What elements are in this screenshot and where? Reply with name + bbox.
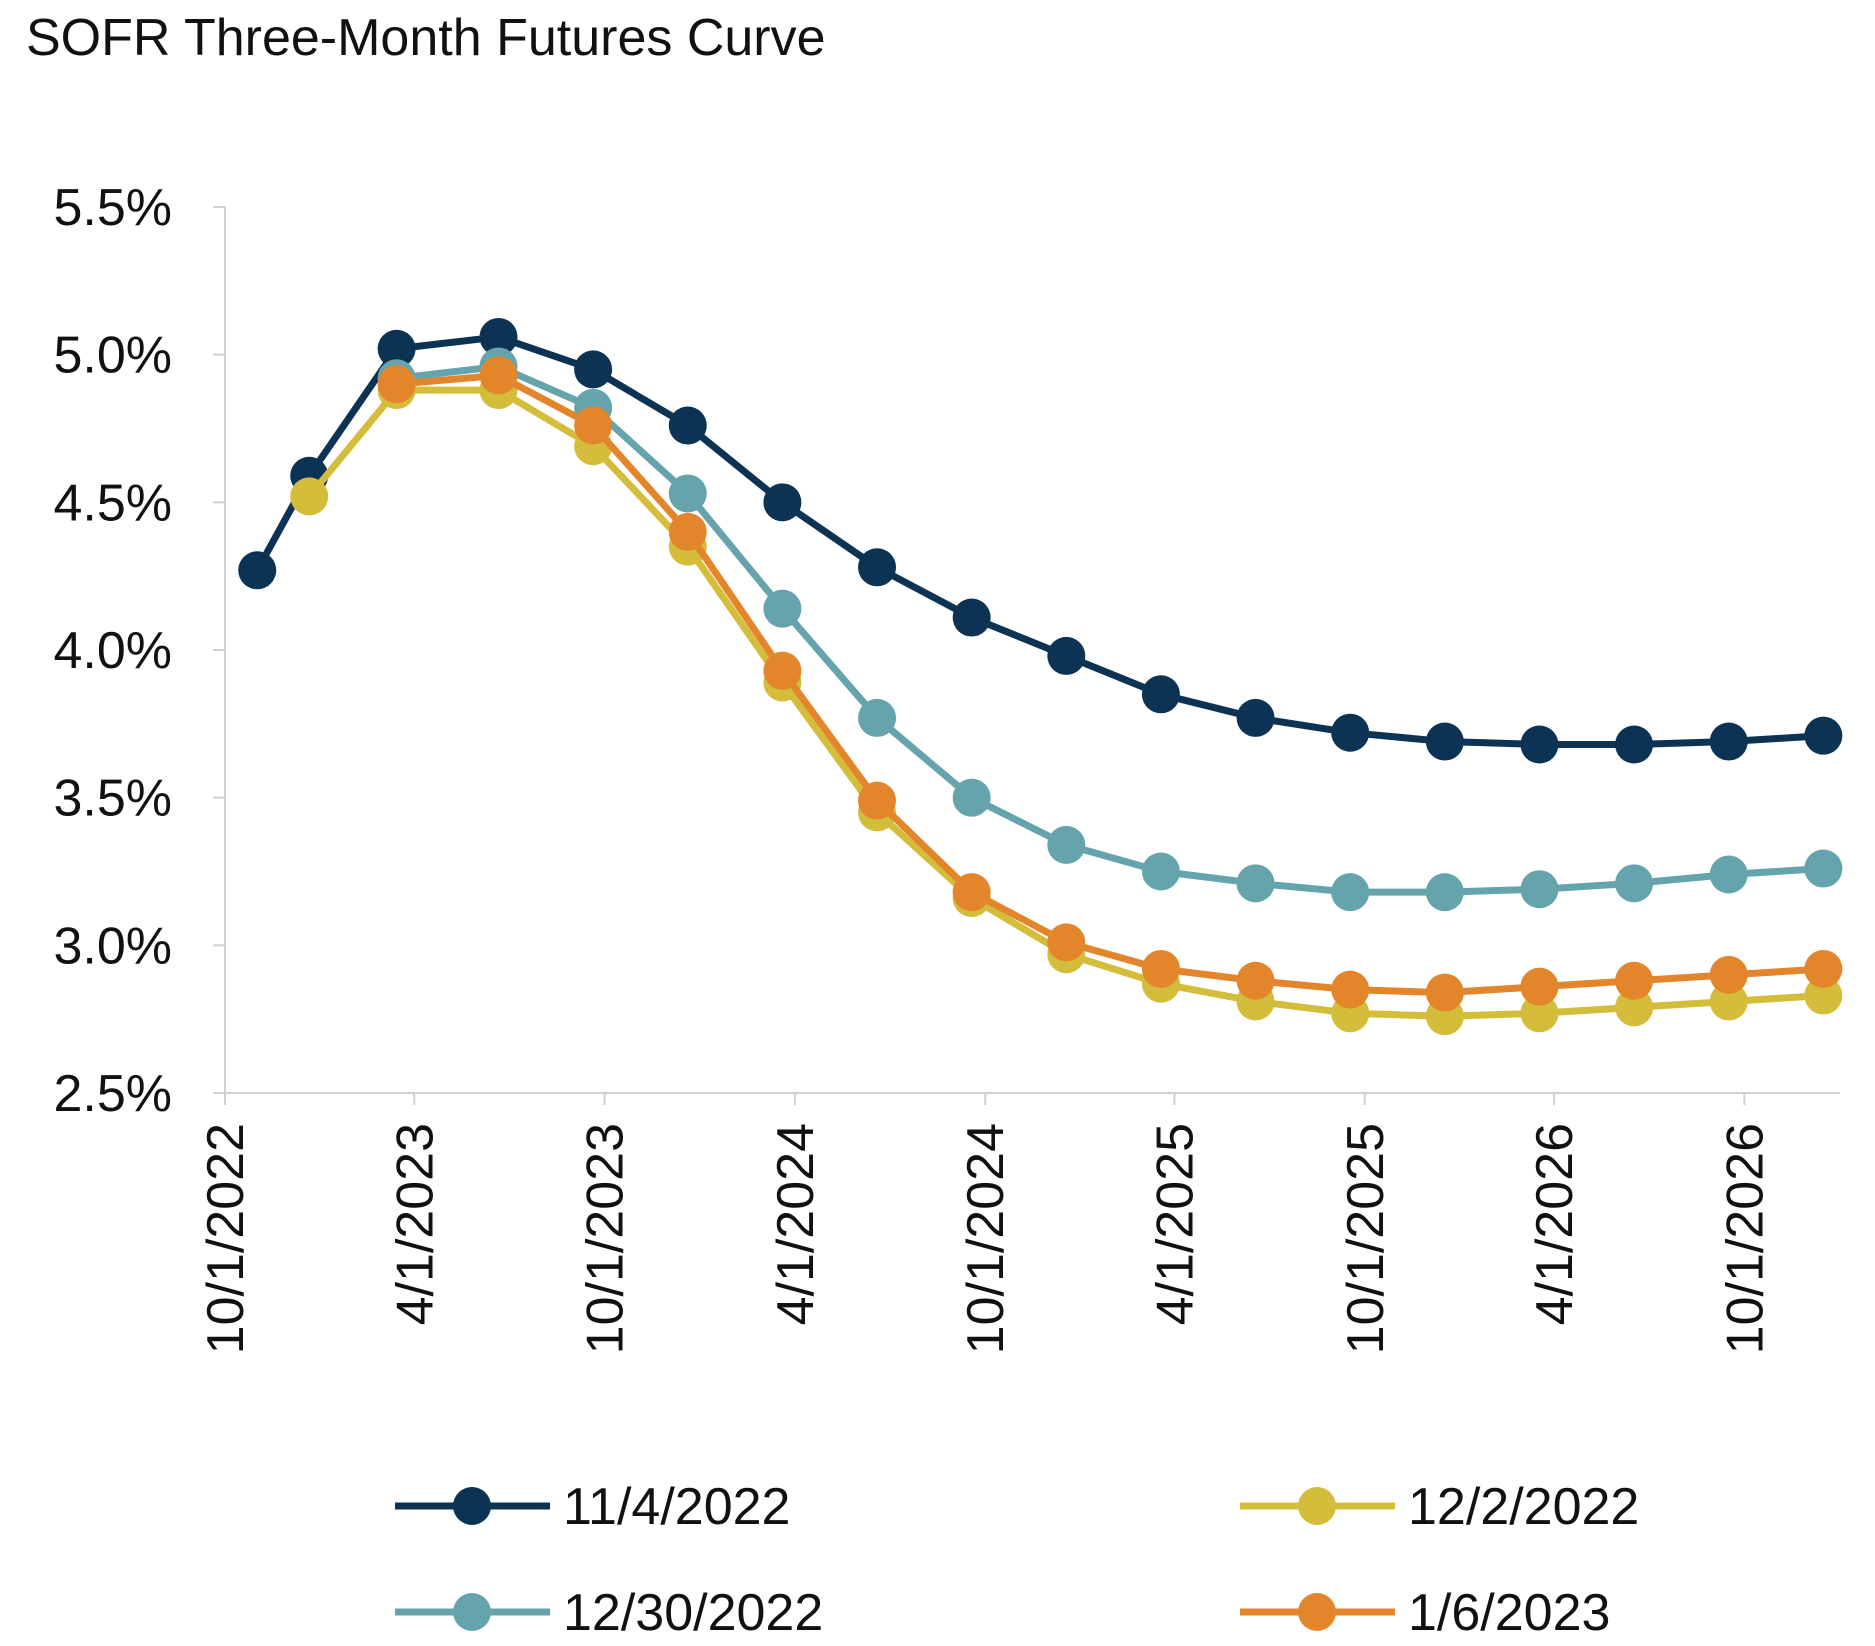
data-point (479, 356, 518, 395)
legend-label: 11/4/2022 (563, 1478, 790, 1536)
x-axis-ticks: 10/1/2022 4/1/2023 10/1/2023 4/1/2024 10/1/2… (197, 1093, 1774, 1354)
x-tick-label: 10/1/2023 (577, 1123, 635, 1354)
data-point (858, 548, 897, 587)
data-point (1331, 713, 1370, 752)
series-line (396, 362, 1824, 896)
x-tick-label: 10/1/2024 (957, 1123, 1015, 1354)
legend-swatch-marker (1298, 1593, 1336, 1631)
data-point (1804, 849, 1843, 888)
y-tick-label: 3.5% (53, 770, 172, 828)
data-point (574, 406, 613, 445)
data-point (1709, 982, 1748, 1021)
y-axis-ticks: 2.5% 3.0% 3.5% 4.0% 4.5% 5.0% 5.5% (53, 179, 225, 1123)
data-point (1709, 855, 1748, 894)
data-point (1615, 725, 1654, 764)
y-tick-label: 5.5% (53, 179, 172, 237)
series-layer (238, 317, 1843, 1036)
y-tick-label: 4.5% (53, 474, 172, 532)
data-point (1141, 852, 1180, 891)
data-point (1520, 870, 1559, 909)
series-4 (377, 356, 1843, 1012)
data-point (1615, 864, 1654, 903)
data-point (479, 317, 518, 356)
data-point (290, 477, 329, 516)
data-point (574, 350, 613, 389)
data-point (763, 589, 802, 628)
chart-legend: 11/4/2022 12/2/2022 12/30/2022 1/6/2023 (395, 1478, 1639, 1642)
x-tick-label: 10/1/2026 (1716, 1123, 1774, 1354)
data-point (668, 474, 707, 513)
data-point (858, 698, 897, 737)
data-point (377, 329, 416, 368)
data-point (668, 406, 707, 445)
series-line (306, 386, 1824, 1020)
data-point (1709, 955, 1748, 994)
data-point (763, 651, 802, 690)
chart-title: SOFR Three-Month Futures Curve (26, 9, 826, 67)
data-point (668, 512, 707, 551)
x-tick-label: 4/1/2025 (1146, 1123, 1204, 1325)
data-point (1047, 825, 1086, 864)
data-point (377, 365, 416, 404)
data-point (1236, 698, 1275, 737)
data-point (1615, 988, 1654, 1027)
data-point (1331, 873, 1370, 912)
data-point (952, 873, 991, 912)
data-point (1425, 973, 1464, 1012)
series-line (396, 371, 1824, 997)
legend-swatch-marker (1298, 1487, 1336, 1525)
data-point (858, 781, 897, 820)
data-point (1804, 976, 1843, 1015)
legend-item: 1/6/2023 (1240, 1584, 1610, 1642)
legend-label: 1/6/2023 (1408, 1584, 1610, 1642)
data-point (1236, 961, 1275, 1000)
y-tick-label: 4.0% (53, 622, 172, 680)
data-point (1709, 722, 1748, 761)
data-point (1141, 675, 1180, 714)
data-point (1520, 725, 1559, 764)
data-point (952, 598, 991, 637)
data-point (1047, 636, 1086, 675)
y-tick-label: 5.0% (53, 327, 172, 385)
legend-label: 12/2/2022 (1408, 1478, 1639, 1536)
legend-item: 11/4/2022 (395, 1478, 790, 1536)
data-point (1331, 970, 1370, 1009)
data-point (763, 483, 802, 522)
data-point (1804, 949, 1843, 988)
legend-swatch-marker (453, 1487, 491, 1525)
x-tick-label: 4/1/2026 (1526, 1123, 1584, 1325)
x-tick-label: 10/1/2022 (197, 1123, 255, 1354)
x-tick-label: 4/1/2023 (386, 1123, 444, 1325)
x-tick-label: 4/1/2024 (767, 1123, 825, 1325)
legend-swatch-marker (453, 1593, 491, 1631)
series-1 (238, 317, 1843, 764)
data-point (1141, 949, 1180, 988)
data-point (1804, 716, 1843, 755)
data-point (1520, 994, 1559, 1033)
data-point (1047, 923, 1086, 962)
data-point (238, 551, 277, 590)
data-point (1425, 873, 1464, 912)
data-point (1236, 864, 1275, 903)
legend-item: 12/30/2022 (395, 1584, 823, 1642)
x-tick-label: 10/1/2025 (1337, 1123, 1395, 1354)
legend-label: 12/30/2022 (563, 1584, 823, 1642)
legend-item: 12/2/2022 (1240, 1478, 1639, 1536)
data-point (1615, 961, 1654, 1000)
y-tick-label: 3.0% (53, 917, 172, 975)
data-point (1520, 967, 1559, 1006)
data-point (1425, 722, 1464, 761)
data-point (952, 778, 991, 817)
y-tick-label: 2.5% (53, 1065, 172, 1123)
